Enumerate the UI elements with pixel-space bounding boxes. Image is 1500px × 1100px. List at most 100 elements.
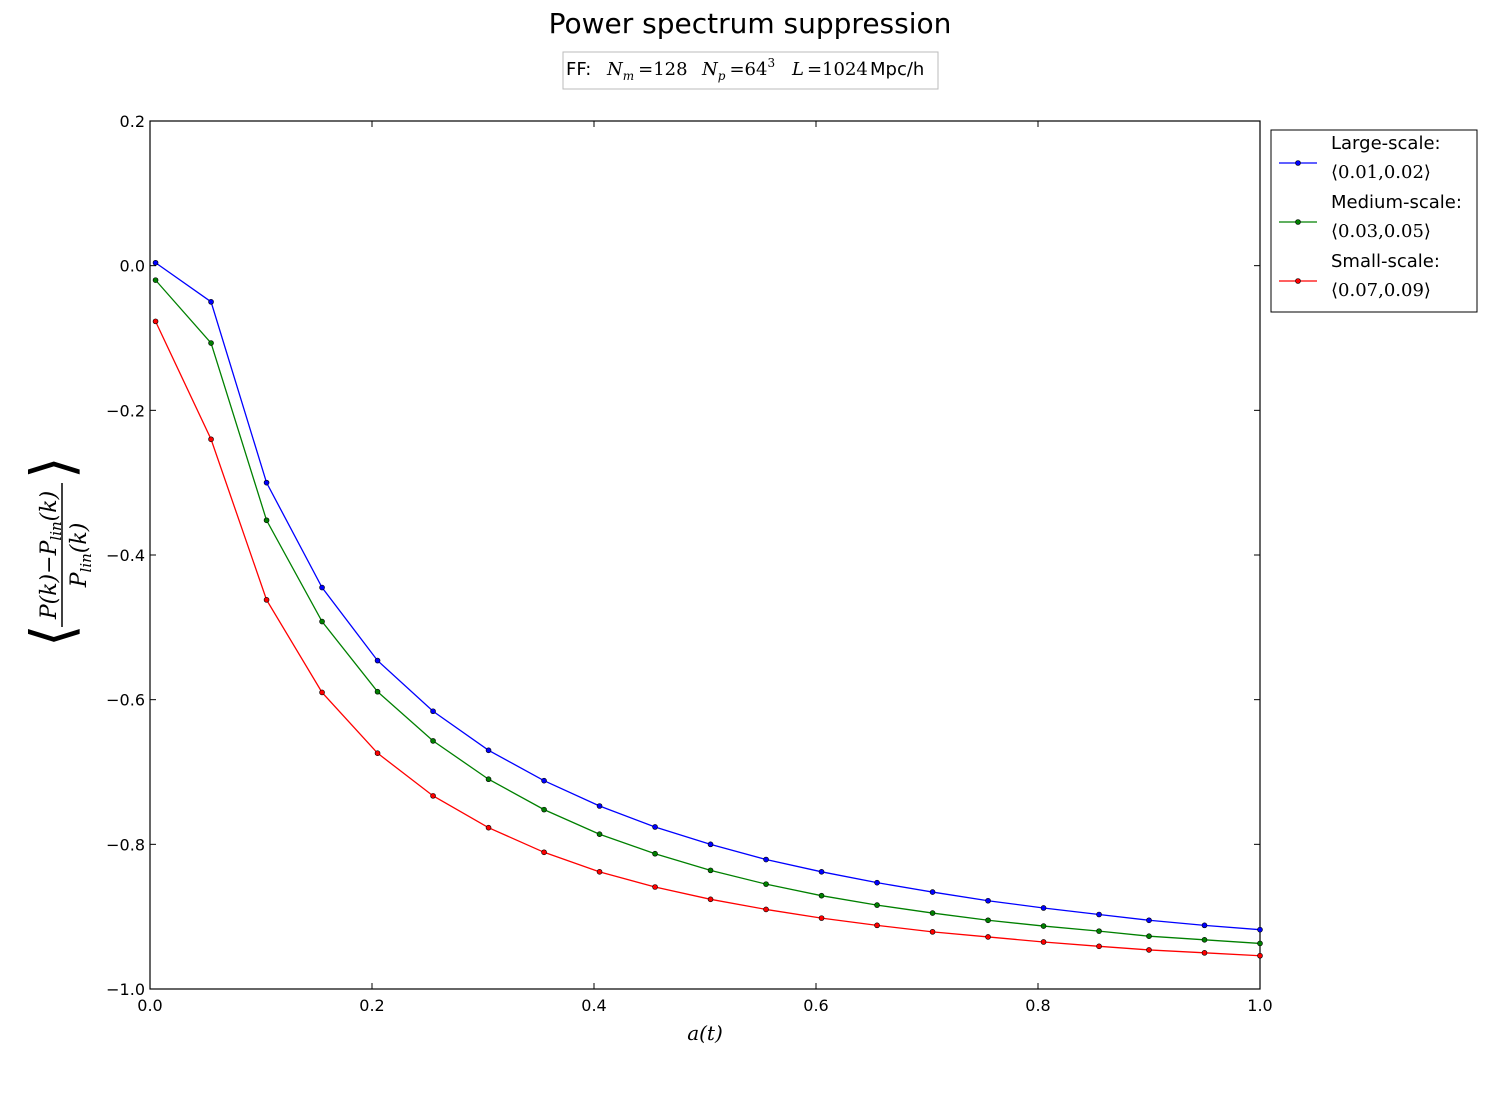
data-point (985, 917, 991, 924)
y-label-right-bracket: ⟩ (18, 456, 86, 479)
legend-swatch-marker (1295, 278, 1301, 284)
data-point (874, 902, 880, 908)
data-point (1201, 950, 1208, 956)
data-point (485, 776, 492, 783)
x-axis: 0.0 0.2 0.4 0.6 0.8 1.0 (137, 121, 1273, 1015)
x-tick-label: 0.4 (581, 996, 606, 1015)
data-point (929, 889, 936, 895)
data-point (374, 750, 381, 756)
series-medium-scale (152, 277, 1263, 947)
legend-label: Medium-scale: (1331, 192, 1462, 213)
x-tick-label: 1.0 (1247, 996, 1272, 1015)
svg-text:P(k)−Plin(k): P(k)−Plin(k) (37, 491, 65, 620)
data-point (263, 597, 270, 603)
legend-entry: Medium-scale: ⟨0.03,0.05⟩ (1279, 192, 1462, 242)
data-point (208, 299, 214, 305)
series-line (155, 262, 1261, 931)
svg-text:Nm=128: Nm =128 (606, 59, 688, 83)
y-tick-label: 0.2 (120, 112, 145, 131)
data-point (152, 259, 159, 266)
data-point (985, 934, 991, 940)
legend-entry: Small-scale: ⟨0.07,0.09⟩ (1279, 251, 1440, 301)
data-point (1201, 922, 1208, 929)
y-axis-label: ⟨ P(k)−Plin(k) Plin(k) ⟩ (18, 456, 95, 647)
legend: Large-scale: ⟨0.01,0.02⟩ Medium-scale: ⟨0.0… (1270, 129, 1478, 313)
data-point (874, 922, 880, 929)
y-tick-label: −0.8 (106, 835, 145, 854)
data-point (152, 318, 159, 325)
data-point (374, 657, 381, 664)
y-label-denominator-end: (k) (67, 523, 92, 554)
data-point (208, 340, 214, 346)
data-point (929, 929, 936, 935)
legend-range: ⟨0.07,0.09⟩ (1331, 280, 1431, 301)
info-l-unit: Mpc/h (870, 59, 924, 80)
legend-swatch-marker (1295, 160, 1301, 166)
data-point (541, 849, 547, 856)
data-point (319, 584, 325, 591)
series-small-scale (152, 318, 1263, 959)
y-label-numerator: P(k)−P (37, 539, 62, 620)
data-point (319, 689, 325, 696)
data-point (1146, 917, 1152, 924)
data-point (1040, 939, 1047, 945)
data-point (596, 803, 603, 809)
x-axis-label: a(t) (687, 1021, 723, 1045)
data-point (707, 841, 714, 848)
svg-text:Plin(k): Plin(k) (67, 523, 95, 589)
data-point (1096, 928, 1102, 934)
data-point (652, 824, 658, 830)
y-tick-label: 0.0 (120, 257, 145, 276)
y-tick-label: −0.4 (106, 546, 145, 565)
x-tick-label: 0.6 (803, 996, 828, 1015)
data-point (596, 831, 603, 838)
data-point (818, 892, 825, 899)
svg-text:L=1024: L =1024 (791, 59, 868, 80)
y-tick-label: −0.2 (106, 401, 145, 420)
series-large-scale (152, 259, 1263, 933)
data-point (1201, 937, 1208, 943)
legend-swatch-marker (1295, 219, 1301, 225)
legend-label: Small-scale: (1331, 251, 1440, 272)
x-tick-label: 0.0 (137, 996, 162, 1015)
data-point (929, 910, 936, 916)
data-point (208, 436, 214, 443)
data-point (763, 856, 769, 863)
data-point (485, 824, 492, 831)
data-point (874, 879, 880, 886)
data-point (1096, 943, 1102, 950)
info-nm-value: =128 (638, 59, 687, 80)
y-axis: 0.2 0.0 −0.2 −0.4 −0.6 −0.8 −1.0 (106, 112, 1260, 999)
svg-text:Np=643: Np =643 (701, 56, 775, 83)
y-tick-label: −1.0 (106, 980, 145, 999)
data-point (1257, 952, 1263, 959)
series-line (154, 321, 1261, 957)
legend-range: ⟨0.01,0.02⟩ (1331, 162, 1431, 183)
chart-title: Power spectrum suppression (549, 7, 952, 40)
data-point (818, 915, 825, 921)
data-point (1146, 933, 1152, 939)
y-tick-label: −0.6 (106, 691, 145, 710)
data-point (430, 793, 436, 799)
data-point (374, 688, 381, 695)
info-nm-symbol: N (606, 59, 624, 80)
info-np-symbol: N (701, 59, 719, 80)
series-layer (152, 259, 1263, 959)
data-point (652, 850, 658, 857)
legend-entry: Large-scale: ⟨0.01,0.02⟩ (1279, 133, 1441, 183)
data-point (430, 738, 436, 744)
legend-range: ⟨0.03,0.05⟩ (1331, 221, 1431, 242)
y-label-denominator-sub: lin (77, 553, 95, 572)
info-np-exponent: 3 (767, 56, 775, 70)
x-tick-label: 0.2 (359, 996, 384, 1015)
data-point (430, 708, 436, 715)
data-point (263, 517, 270, 524)
data-point (652, 884, 658, 890)
info-l-symbol: L (791, 59, 804, 80)
y-label-numerator-sub: lin (47, 521, 65, 540)
info-np-value: =64 (729, 59, 767, 80)
data-point (152, 277, 159, 283)
info-np-subscript: p (718, 69, 726, 83)
plot-frame (149, 120, 1261, 990)
data-point (1040, 905, 1047, 911)
